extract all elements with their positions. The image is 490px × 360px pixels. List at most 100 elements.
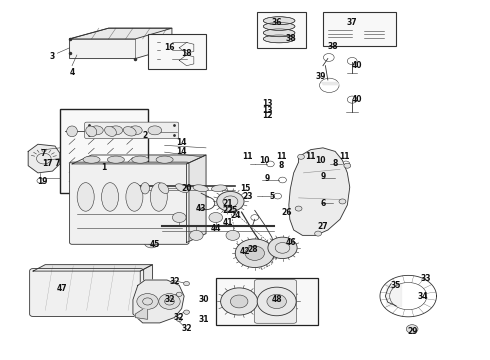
Text: 15: 15: [240, 184, 250, 193]
Ellipse shape: [132, 156, 149, 163]
Text: 6: 6: [320, 199, 325, 208]
Text: 14: 14: [176, 147, 187, 156]
Text: 32: 32: [181, 324, 192, 333]
Text: 9: 9: [264, 174, 270, 183]
Polygon shape: [72, 155, 206, 164]
Circle shape: [220, 288, 258, 315]
Circle shape: [184, 282, 190, 286]
Ellipse shape: [128, 126, 142, 135]
FancyBboxPatch shape: [254, 280, 296, 323]
Text: 7: 7: [40, 149, 46, 158]
Bar: [323, 12, 396, 46]
Polygon shape: [386, 284, 401, 306]
Text: 14: 14: [176, 138, 187, 147]
Text: 29: 29: [408, 327, 418, 336]
Ellipse shape: [67, 126, 77, 137]
Text: 26: 26: [281, 208, 292, 217]
Text: 8: 8: [332, 159, 338, 168]
Text: 43: 43: [196, 204, 206, 213]
Text: 25: 25: [228, 206, 238, 215]
Circle shape: [406, 325, 418, 333]
Circle shape: [217, 192, 244, 211]
Ellipse shape: [263, 29, 295, 37]
Text: 44: 44: [211, 224, 221, 233]
Ellipse shape: [263, 22, 295, 30]
Text: 32: 32: [164, 295, 175, 304]
Text: 11: 11: [242, 152, 253, 161]
Polygon shape: [28, 144, 60, 173]
Text: 47: 47: [57, 284, 68, 293]
Ellipse shape: [86, 126, 97, 136]
Text: 48: 48: [271, 295, 282, 304]
Text: 27: 27: [318, 222, 328, 231]
Text: 10: 10: [259, 156, 270, 165]
Polygon shape: [320, 82, 340, 85]
Text: 34: 34: [417, 292, 428, 301]
Text: 10: 10: [315, 156, 326, 165]
Text: 28: 28: [247, 245, 258, 254]
Text: 42: 42: [240, 247, 250, 256]
Circle shape: [315, 231, 321, 236]
Text: 4: 4: [70, 68, 74, 77]
Text: 3: 3: [50, 52, 55, 61]
Text: 8: 8: [279, 161, 284, 170]
Polygon shape: [135, 309, 147, 319]
Circle shape: [190, 230, 203, 240]
Circle shape: [144, 237, 159, 248]
Text: 19: 19: [38, 177, 48, 186]
Text: 7: 7: [55, 159, 60, 168]
Bar: [147, 33, 206, 69]
Text: 13: 13: [262, 106, 272, 115]
Ellipse shape: [101, 183, 119, 211]
Ellipse shape: [126, 183, 143, 211]
Polygon shape: [33, 265, 152, 271]
Text: 33: 33: [420, 274, 431, 283]
Text: 1: 1: [101, 163, 106, 172]
Text: 11: 11: [276, 152, 287, 161]
Polygon shape: [70, 28, 172, 39]
Text: 22: 22: [222, 206, 233, 215]
Ellipse shape: [83, 156, 100, 163]
Text: 39: 39: [315, 72, 326, 81]
Text: 36: 36: [271, 18, 282, 27]
Text: 24: 24: [230, 211, 241, 220]
Ellipse shape: [123, 127, 136, 136]
Bar: [60, 109, 147, 193]
Ellipse shape: [212, 185, 227, 192]
Ellipse shape: [158, 183, 169, 194]
Ellipse shape: [141, 183, 149, 194]
Bar: [365, 25, 384, 40]
Text: 9: 9: [320, 172, 325, 181]
Text: 23: 23: [242, 192, 253, 201]
Polygon shape: [187, 155, 206, 243]
Text: 38: 38: [286, 35, 296, 44]
Text: 41: 41: [222, 219, 233, 228]
Text: 11: 11: [306, 152, 316, 161]
Circle shape: [297, 154, 304, 159]
Bar: [216, 278, 318, 325]
Text: 32: 32: [174, 313, 184, 322]
Circle shape: [176, 292, 182, 296]
Text: 46: 46: [286, 238, 296, 247]
Text: 2: 2: [143, 131, 148, 140]
Ellipse shape: [263, 17, 295, 24]
Text: 40: 40: [352, 61, 362, 70]
FancyBboxPatch shape: [30, 269, 144, 316]
Ellipse shape: [193, 185, 208, 192]
Circle shape: [230, 295, 248, 308]
Circle shape: [257, 287, 296, 316]
Text: 37: 37: [347, 18, 358, 27]
Polygon shape: [133, 280, 184, 323]
Text: 35: 35: [391, 281, 401, 290]
Ellipse shape: [150, 183, 167, 211]
Text: 5: 5: [269, 192, 274, 201]
Text: 32: 32: [169, 277, 180, 286]
Circle shape: [159, 294, 180, 309]
Ellipse shape: [175, 184, 189, 193]
Bar: [328, 23, 352, 39]
Ellipse shape: [104, 126, 117, 136]
Circle shape: [176, 317, 182, 321]
Text: 30: 30: [198, 295, 209, 304]
Text: 16: 16: [164, 43, 175, 52]
Polygon shape: [70, 28, 172, 59]
